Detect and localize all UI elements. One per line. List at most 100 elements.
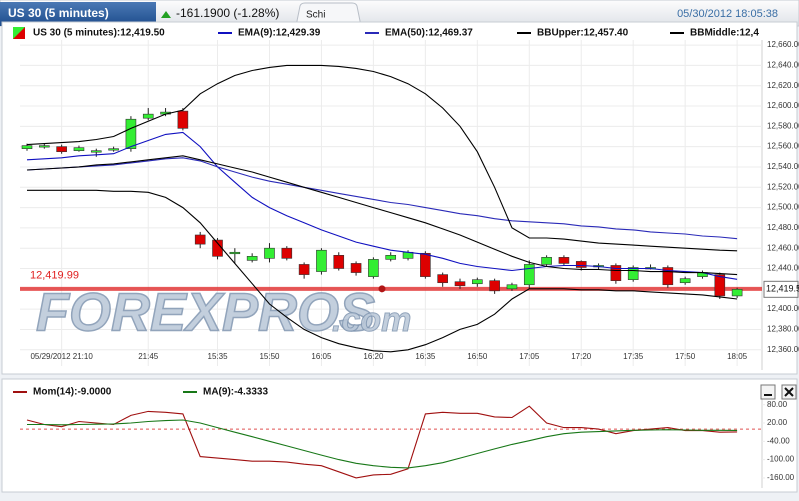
- legend-label: EMA(50):12,469.37: [385, 28, 473, 39]
- x-tick-label: 16:50: [467, 352, 488, 361]
- candle-body: [679, 278, 691, 284]
- candle-body: [39, 145, 50, 148]
- candle-body: [420, 252, 431, 277]
- candle-body: [90, 150, 102, 153]
- y-tick-label: 12,440.00: [767, 264, 799, 273]
- y-tick-label: 12,460.00: [767, 243, 799, 252]
- candle-body: [558, 257, 570, 264]
- series-line: [26, 157, 738, 240]
- candle-body: [575, 261, 587, 268]
- price-tag-label: 12,419.5: [766, 284, 799, 294]
- change: -161.1900 (-1.28%): [176, 6, 279, 20]
- legend-label: US 30 (5 minutes):12,419.50: [33, 28, 165, 39]
- candle-body: [731, 289, 743, 297]
- candle-body: [108, 148, 119, 151]
- y-tick-label: 12,540.00: [767, 162, 799, 171]
- y-tick-label: 20.00: [767, 418, 788, 427]
- series-line: [27, 419, 738, 469]
- candle-body: [662, 267, 674, 286]
- x-tick-label: 16:05: [311, 352, 332, 361]
- x-tick-label: 17:20: [571, 352, 592, 361]
- momentum-panel: [1, 378, 798, 493]
- y-tick-label: 12,640.00: [767, 60, 799, 69]
- x-tick-label: 16:35: [415, 352, 436, 361]
- candle-body: [627, 267, 639, 280]
- y-tick-label: -160.00: [767, 473, 795, 482]
- candle-body: [454, 281, 466, 287]
- tab-label: Schi: [306, 10, 325, 21]
- candle-body: [177, 110, 189, 129]
- y-tick-label: -100.00: [767, 455, 795, 464]
- x-tick-label: 15:35: [208, 352, 229, 361]
- candle-body: [246, 256, 258, 261]
- y-tick-label: 12,560.00: [767, 142, 799, 151]
- y-tick-label: 12,520.00: [767, 182, 799, 191]
- timestamp: 05/30/2012 18:05:38: [677, 8, 778, 20]
- series-line: [27, 189, 738, 353]
- candle-body: [316, 249, 327, 272]
- watermark-suffix: .com: [332, 301, 411, 339]
- y-tick-label: 12,600.00: [767, 101, 799, 110]
- y-tick-label: 80.00: [767, 400, 788, 409]
- symbol-title: US 30 (5 minutes): [8, 6, 109, 20]
- line-handle: [378, 285, 386, 293]
- x-tick-label: 18:05: [727, 352, 748, 361]
- candle-body: [229, 251, 241, 255]
- close-button[interactable]: [781, 384, 797, 400]
- y-tick-label: 12,580.00: [767, 121, 799, 130]
- candle-body: [21, 145, 33, 149]
- x-tick-label: 05/29/2012 21:10: [30, 352, 93, 361]
- series-line: [26, 64, 738, 252]
- price-tag: [763, 280, 799, 298]
- series-line: [26, 405, 738, 479]
- y-tick-label: 12,620.00: [767, 81, 799, 90]
- legend-label: MA(9):-4.3333: [203, 387, 268, 398]
- candle-body: [73, 147, 85, 151]
- x-tick-label: 16:20: [363, 352, 384, 361]
- candle-body: [523, 264, 535, 286]
- y-tick-label: 12,380.00: [767, 325, 799, 334]
- candle-body: [125, 118, 137, 149]
- plots: 12,360.0012,380.0012,400.0012,420.0012,4…: [13, 27, 799, 482]
- series-line: [26, 155, 738, 276]
- candle-body: [56, 146, 67, 153]
- y-tick-label: 12,500.00: [767, 203, 799, 212]
- y-tick-label: 12,480.00: [767, 223, 799, 232]
- candle-body: [281, 247, 293, 259]
- x-tick-label: 17:35: [623, 352, 644, 361]
- y-tick-label: 12,660.00: [767, 40, 799, 49]
- candle-body: [333, 255, 345, 269]
- candle-body: [489, 280, 500, 292]
- candle-body: [506, 284, 518, 290]
- x-tick-label: 15:50: [259, 352, 280, 361]
- candle-body: [714, 274, 726, 297]
- candle-body: [385, 255, 397, 260]
- x-tick-label: 17:50: [675, 352, 696, 361]
- y-tick-label: 12,360.00: [767, 345, 799, 354]
- candle-body: [298, 264, 310, 275]
- candle-body: [437, 274, 448, 284]
- x-tick-label: 17:05: [519, 352, 540, 361]
- series-line: [26, 131, 738, 280]
- legend-label: BBUpper:12,457.40: [537, 28, 629, 39]
- minimize-button[interactable]: [760, 384, 776, 400]
- watermark: FOREXPROS: [36, 282, 375, 342]
- candle-body: [142, 113, 154, 119]
- legend-icon: [13, 27, 25, 39]
- up-arrow: [161, 11, 171, 18]
- x-tick-label: 21:45: [138, 352, 159, 361]
- candle-body: [472, 279, 483, 285]
- legend-label: Mom(14):-9.0000: [33, 387, 112, 398]
- candle-body: [264, 247, 275, 259]
- candle-body: [194, 234, 206, 245]
- legend-label: BBMiddle:12,4: [690, 28, 759, 39]
- candle-body: [541, 257, 552, 265]
- y-tick-label: 12,400.00: [767, 304, 799, 313]
- legend-label: EMA(9):12,429.39: [238, 28, 321, 39]
- y-tick-label: -40.00: [767, 436, 790, 445]
- candle-body: [350, 263, 362, 273]
- tab[interactable]: [295, 2, 362, 27]
- candle-body: [368, 259, 379, 277]
